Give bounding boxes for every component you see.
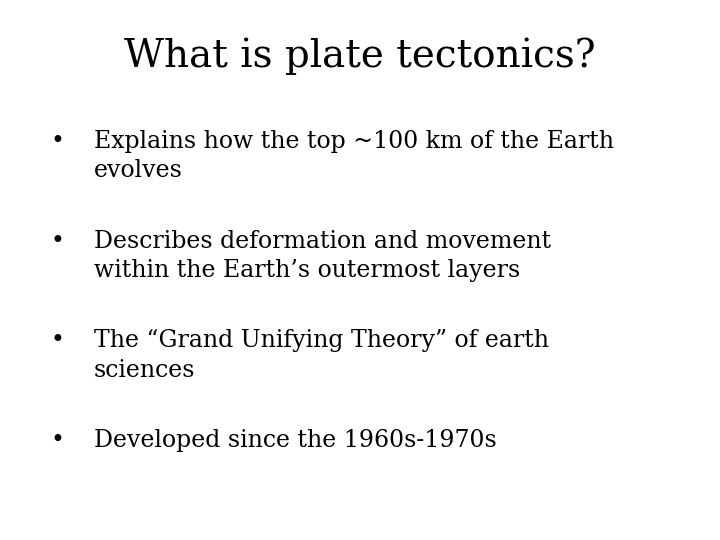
Text: •: •	[50, 429, 65, 453]
Text: What is plate tectonics?: What is plate tectonics?	[124, 38, 596, 75]
Text: •: •	[50, 130, 65, 153]
Text: •: •	[50, 230, 65, 253]
Text: Developed since the 1960s-1970s: Developed since the 1960s-1970s	[94, 429, 496, 453]
Text: The “Grand Unifying Theory” of earth
sciences: The “Grand Unifying Theory” of earth sci…	[94, 329, 549, 382]
Text: Describes deformation and movement
within the Earth’s outermost layers: Describes deformation and movement withi…	[94, 230, 551, 282]
Text: •: •	[50, 329, 65, 353]
Text: Explains how the top ~100 km of the Earth
evolves: Explains how the top ~100 km of the Eart…	[94, 130, 613, 182]
